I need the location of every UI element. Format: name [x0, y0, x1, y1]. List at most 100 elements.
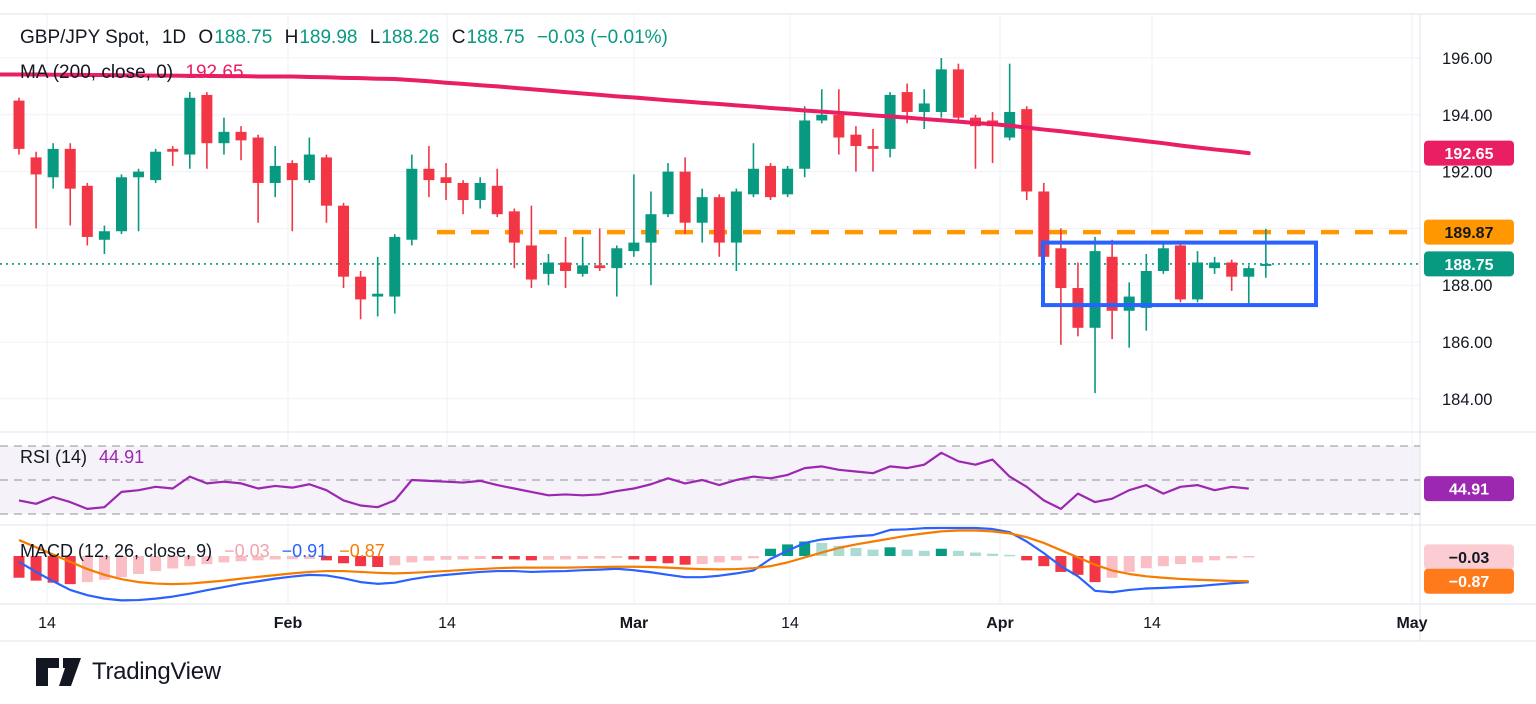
macd-histogram-bar — [833, 545, 845, 556]
candle-body — [696, 197, 708, 223]
interval-label[interactable]: 1D — [161, 27, 187, 48]
macd-histogram-bar — [816, 542, 828, 556]
change-value: −0.03 (−0.01%) — [536, 27, 668, 48]
ohlc-low: L188.26 — [369, 27, 440, 48]
macd-histogram-bar — [457, 556, 469, 560]
macd-histogram-bar — [1174, 556, 1186, 565]
macd-histogram-bar — [320, 556, 332, 561]
consolidation-box[interactable] — [1041, 240, 1318, 308]
candle-body — [1021, 109, 1033, 192]
macd-histogram-bar — [1140, 556, 1152, 569]
ma200-line[interactable] — [0, 72, 1251, 156]
candle-body — [201, 94, 213, 144]
macd-histogram-bar — [1072, 556, 1084, 575]
macd-hist-badge — [1424, 544, 1514, 570]
macd-line[interactable] — [18, 526, 1249, 602]
macd-histogram-bar — [611, 556, 623, 559]
time-axis-label[interactable]: Mar — [620, 615, 648, 632]
macd-histogram-bar — [235, 556, 247, 562]
candle-body — [577, 265, 589, 274]
macd-hist-value: −0.03 — [224, 541, 270, 561]
rsi-legend-label[interactable]: RSI (14) — [20, 447, 88, 467]
price-axis-label[interactable]: 188.00 — [1442, 277, 1492, 295]
macd-histogram-bar — [286, 556, 298, 560]
macd-histogram-bar — [30, 556, 42, 581]
macd-histogram-bar — [935, 548, 947, 556]
candle-body — [645, 214, 657, 243]
ma-value-badge — [1424, 140, 1514, 166]
macd-histogram-bar — [542, 556, 554, 560]
macd-signal-line[interactable] — [18, 529, 1249, 586]
ma-legend-label[interactable]: MA (200, close, 0) — [20, 62, 174, 83]
time-axis-label[interactable]: Apr — [986, 615, 1014, 632]
price-axis-label[interactable]: 184.00 — [1442, 391, 1492, 409]
candle-body — [1140, 271, 1152, 308]
candle-body — [542, 262, 554, 274]
macd-histogram-bar — [303, 556, 315, 559]
macd-signal-badge-text: −0.87 — [1449, 574, 1490, 591]
price-axis-label[interactable]: 194.00 — [1442, 107, 1492, 125]
tradingview-logo-icon — [36, 658, 81, 686]
macd-histogram-bar — [645, 556, 657, 562]
macd-histogram-bar — [133, 556, 145, 574]
candle-body — [560, 262, 572, 271]
candle-body — [782, 168, 794, 195]
candle-body — [184, 97, 196, 155]
candle-body — [1226, 262, 1238, 277]
macd-histogram-bar — [184, 556, 196, 567]
macd-legend-label[interactable]: MACD (12, 26, close, 9) — [20, 541, 213, 561]
macd-histogram-bar — [901, 549, 913, 556]
macd-histogram-bar — [1021, 556, 1033, 561]
time-axis-label[interactable]: Feb — [274, 615, 303, 632]
candle-body — [611, 248, 623, 269]
macd-histogram-bar — [150, 556, 162, 572]
candle-body — [13, 100, 25, 149]
candle-body — [30, 157, 42, 175]
time-axis-label[interactable]: 14 — [1143, 615, 1161, 632]
ma-value-badge-text: 192.65 — [1445, 146, 1494, 163]
macd-histogram-bar — [167, 556, 179, 569]
ohlc-close: C188.75 — [451, 27, 525, 48]
candle-body — [525, 245, 537, 280]
macd-histogram-bar — [577, 556, 589, 559]
macd-histogram-bar — [799, 541, 811, 556]
macd-histogram-bar — [884, 547, 896, 556]
rsi-line[interactable] — [18, 451, 1249, 510]
candle-body — [423, 168, 435, 181]
price-axis-label[interactable]: 186.00 — [1442, 334, 1492, 352]
price-axis-label[interactable]: 196.00 — [1442, 50, 1492, 68]
candle-body — [713, 197, 725, 243]
resistance-value-badge-text: 189.87 — [1445, 225, 1494, 242]
macd-histogram-bar — [218, 556, 230, 563]
time-axis-label[interactable]: 14 — [438, 615, 456, 632]
time-axis-label[interactable]: 14 — [38, 615, 56, 632]
candle-body — [508, 211, 520, 243]
symbol-legend: GBP/JPY Spot, 1D O188.75 H189.98 L188.26… — [20, 27, 675, 49]
macd-histogram-bar — [1089, 556, 1101, 583]
macd-histogram-bar — [269, 556, 281, 560]
tradingview-logo-text: TradingView — [92, 658, 221, 685]
rsi-legend-value: 44.91 — [99, 447, 145, 467]
macd-histogram-bar — [713, 556, 725, 563]
symbol-title[interactable]: GBP/JPY Spot, — [20, 27, 150, 48]
price-axis-label[interactable]: 192.00 — [1442, 164, 1492, 182]
candle-body — [1072, 288, 1084, 328]
time-axis-label[interactable]: 14 — [781, 615, 799, 632]
tradingview-logo[interactable]: TradingView — [36, 656, 221, 688]
ma-legend: MA (200, close, 0) 192.65 — [20, 62, 251, 84]
last-price-badge-text: 188.75 — [1445, 257, 1494, 274]
macd-histogram-bar — [491, 556, 503, 559]
candle-body — [81, 185, 93, 237]
candle-body — [389, 236, 401, 297]
time-axis-label[interactable]: May — [1396, 615, 1427, 632]
candle-body — [338, 205, 350, 277]
candle-body — [935, 69, 947, 112]
candle-body — [594, 265, 606, 269]
candle-body — [440, 177, 452, 183]
candle-body — [235, 131, 247, 141]
rsi-value-badge-text: 44.91 — [1449, 482, 1489, 499]
candle-body — [884, 94, 896, 149]
rsi-legend: RSI (14) 44.91 — [20, 447, 151, 468]
